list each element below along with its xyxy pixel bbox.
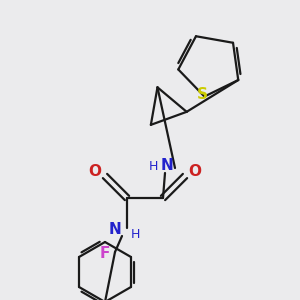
Text: O: O xyxy=(188,164,202,178)
Text: N: N xyxy=(160,158,173,173)
Text: O: O xyxy=(88,164,101,178)
Text: H: H xyxy=(130,227,140,241)
Text: N: N xyxy=(109,223,122,238)
Text: F: F xyxy=(100,247,110,262)
Text: H: H xyxy=(148,160,158,172)
Text: S: S xyxy=(197,87,208,102)
